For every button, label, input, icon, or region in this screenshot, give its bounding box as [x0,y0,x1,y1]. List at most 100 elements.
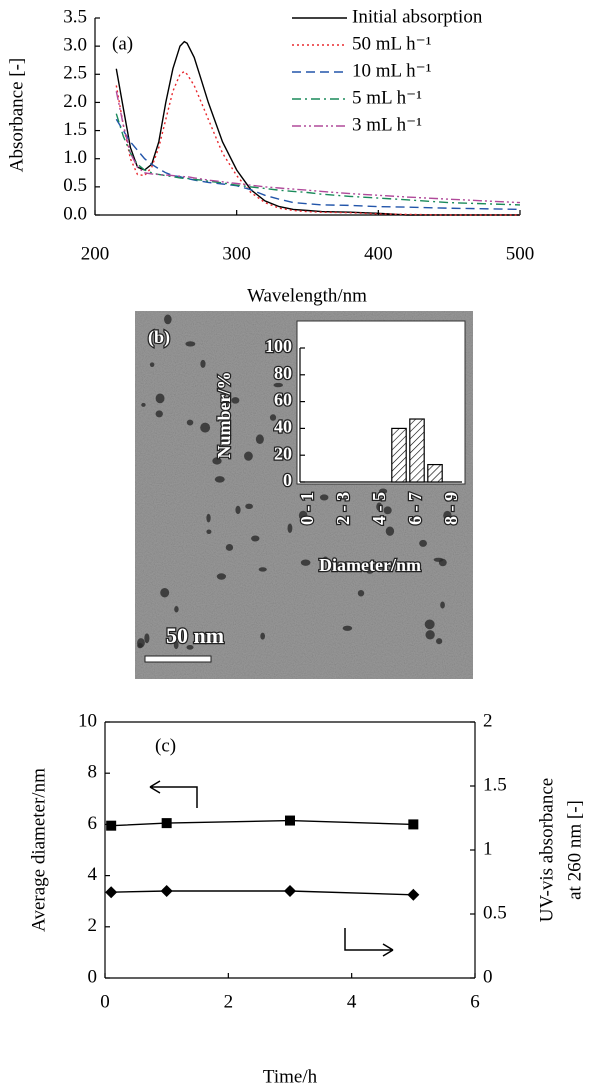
particle [436,638,442,644]
y2-tick-label: 0.5 [483,902,507,923]
series-line [116,119,520,209]
series-line [116,72,520,216]
bar [392,428,406,482]
y2-tick-label: 2 [483,710,493,731]
figure: 0.00.51.01.52.02.53.03.5200300400500Wave… [0,0,593,1092]
legend-label: 50 mL h⁻¹ [352,33,432,54]
series-line [111,821,413,826]
marker [407,889,419,901]
particle [419,540,427,547]
particle [206,530,211,534]
bar [428,465,442,482]
y-tick-label: 40 [274,417,292,437]
particle [187,420,194,426]
scale-bar [145,656,211,662]
inset-box [297,321,465,484]
particle [358,590,364,596]
particle [160,588,169,597]
particle [226,544,233,551]
y-tick-label: 0 [88,966,98,987]
y-tick-label: 8 [88,762,98,783]
y-tick-label: 2 [88,915,98,936]
y-tick-label: 0.0 [63,203,87,224]
y2-tick-label: 0 [483,966,493,987]
particle [137,638,145,648]
y-tick-label: 3.0 [63,35,87,56]
particle [200,360,205,368]
marker [105,886,117,898]
x-axis-title: Wavelength/nm [247,285,367,306]
legend-label: 3 mL h⁻¹ [352,114,422,135]
x-tick-label: 200 [81,243,110,264]
marker [284,885,296,897]
particle [141,403,145,407]
particle [174,606,178,612]
x-tick-label: 400 [364,243,393,264]
y-axis-title: Number/% [214,372,234,459]
y-tick-label: 0 [283,470,292,490]
legend-label: Initial absorption [352,6,483,27]
series-line [116,42,520,215]
particle [185,341,195,346]
particle [156,410,163,417]
particle [206,514,210,523]
x-tick-label: 2 - 3 [333,492,353,525]
scale-bar-label: 50 nm [166,623,224,648]
panel-label: (a) [112,33,133,54]
marker [106,821,116,831]
x-tick-label: 2 [224,991,234,1012]
x-tick-label: 500 [506,243,535,264]
particle [288,523,293,533]
particle [144,633,149,643]
marker [161,885,173,897]
y-tick-label: 4 [88,864,98,885]
y2-axis-title: at 260 nm [-] [564,800,585,900]
particle [301,559,311,565]
particle [343,626,353,631]
y-tick-label: 60 [274,390,292,410]
marker [285,816,295,826]
x-axis-title: Diameter/nm [319,555,421,575]
y-tick-label: 80 [274,363,292,383]
particle [217,573,226,579]
panel-label: (c) [155,735,176,756]
y-axis-title: Average diameter/nm [28,768,49,932]
series-line [116,114,520,205]
particle [274,383,283,387]
particle [200,423,210,433]
legend-label: 5 mL h⁻¹ [352,87,422,108]
y-tick-label: 10 [78,710,97,731]
particle [150,362,154,367]
y-tick-label: 20 [274,443,292,463]
left-arrow [150,781,197,808]
particle [259,567,267,571]
particle [386,526,394,535]
particle [251,535,259,541]
arrows [150,781,393,956]
particle [215,476,225,483]
x-tick-label: 4 [347,991,357,1012]
bar [410,419,424,482]
y-tick-label: 2.0 [63,91,87,112]
x-tick-label: 0 [100,991,110,1012]
particle [260,633,265,640]
particle [440,602,445,609]
y-tick-label: 6 [88,813,98,834]
series-line [111,891,413,895]
series-line [116,91,520,202]
x-tick-label: 4 - 5 [369,492,389,525]
particle [425,620,435,630]
x-tick-label: 6 - 7 [405,492,425,525]
y-tick-label: 100 [265,336,292,356]
marker [162,818,172,828]
particle [256,434,264,444]
particle [235,506,240,514]
particle [156,393,165,403]
x-tick-label: 0 - 1 [297,492,317,525]
y2-axis-title: UV-vis absorbance [536,778,557,922]
marker [408,819,418,829]
particle [244,451,253,460]
x-tick-label: 300 [222,243,251,264]
x-axis-title: Time/h [263,1066,318,1087]
right-arrow [345,928,393,956]
